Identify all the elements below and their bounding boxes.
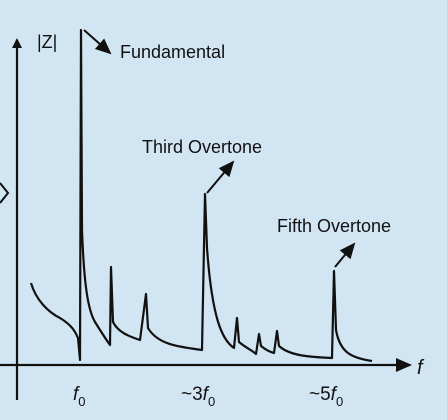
tick-3f0: ~3f0 xyxy=(181,384,215,409)
fundamental-arrow xyxy=(83,29,112,55)
tick-f0-sub: 0 xyxy=(78,394,85,409)
tick-3f0-base: f xyxy=(203,384,210,405)
tick-5f0-base: f xyxy=(331,384,338,405)
tick-3f0-prefix: ~3 xyxy=(181,384,203,405)
tick-5f0-sub: 0 xyxy=(336,394,343,409)
impedance-spectrum-curve xyxy=(29,28,373,363)
fundamental-label: Fundamental xyxy=(120,42,225,62)
y-axis-label: |Z| xyxy=(37,32,57,52)
tick-f0-base: f xyxy=(73,384,80,405)
x-axis-label: f xyxy=(417,357,425,379)
tick-5f0-prefix: ~5 xyxy=(309,384,331,405)
fifth-overtone-label: Fifth Overtone xyxy=(277,216,391,236)
tick-3f0-sub: 0 xyxy=(208,394,215,409)
left-edge-arrow-icon xyxy=(0,182,10,204)
tick-f0: f0 xyxy=(73,384,86,409)
third-overtone-arrow xyxy=(206,160,235,194)
fifth-overtone-arrow xyxy=(334,242,356,268)
third-overtone-label: Third Overtone xyxy=(142,137,262,157)
tick-5f0: ~5f0 xyxy=(309,384,343,409)
